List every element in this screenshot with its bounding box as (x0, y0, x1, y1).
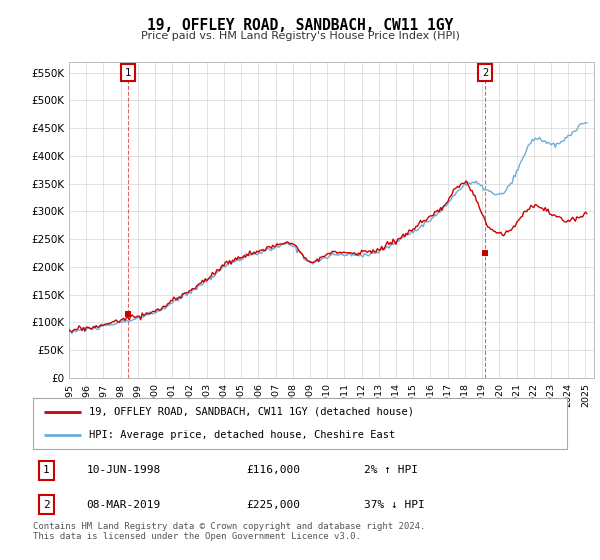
Text: 37% ↓ HPI: 37% ↓ HPI (364, 500, 425, 510)
Text: Price paid vs. HM Land Registry's House Price Index (HPI): Price paid vs. HM Land Registry's House … (140, 31, 460, 41)
Text: Contains HM Land Registry data © Crown copyright and database right 2024.
This d: Contains HM Land Registry data © Crown c… (33, 522, 425, 542)
Text: 2: 2 (43, 500, 50, 510)
Text: 19, OFFLEY ROAD, SANDBACH, CW11 1GY (detached house): 19, OFFLEY ROAD, SANDBACH, CW11 1GY (det… (89, 407, 414, 417)
Text: £225,000: £225,000 (247, 500, 301, 510)
Text: 1: 1 (43, 465, 50, 475)
Text: 19, OFFLEY ROAD, SANDBACH, CW11 1GY: 19, OFFLEY ROAD, SANDBACH, CW11 1GY (147, 18, 453, 33)
Text: HPI: Average price, detached house, Cheshire East: HPI: Average price, detached house, Ches… (89, 430, 395, 440)
Text: 10-JUN-1998: 10-JUN-1998 (86, 465, 161, 475)
Text: 2: 2 (482, 68, 488, 78)
Text: £116,000: £116,000 (247, 465, 301, 475)
Text: 08-MAR-2019: 08-MAR-2019 (86, 500, 161, 510)
Text: 1: 1 (125, 68, 131, 78)
Text: 2% ↑ HPI: 2% ↑ HPI (364, 465, 418, 475)
